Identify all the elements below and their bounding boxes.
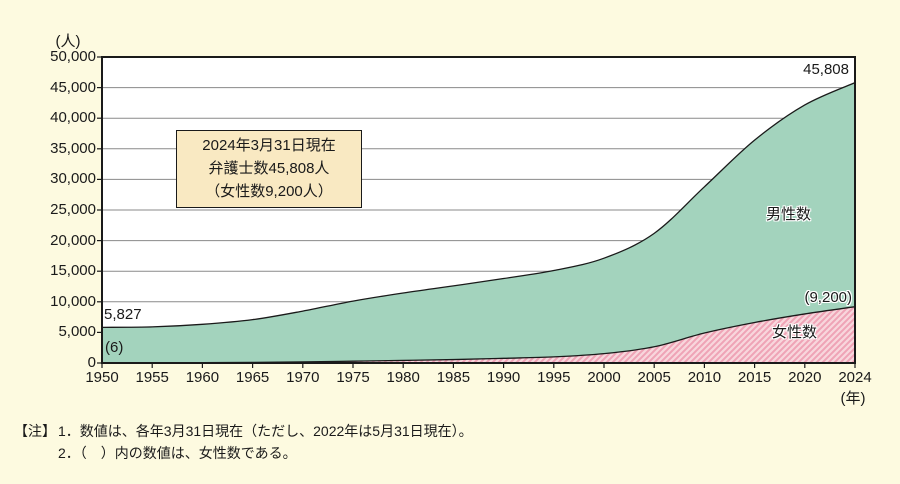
annotation-line-3: （女性数9,200人）	[205, 183, 333, 200]
annotation-line-2: 弁護士数45,808人	[208, 160, 330, 177]
note-line-1: 1．数値は、各年3月31日現在（ただし、2022年は5月31日現在）。	[58, 423, 473, 439]
male-count-area	[102, 82, 855, 364]
plot-border	[101, 56, 856, 364]
total-boundary-line	[101, 82, 856, 328]
notes-prefix: 【注】	[14, 423, 56, 439]
y-axis-tick-label: 45,000	[50, 78, 96, 96]
x-axis-unit-label: (年)	[840, 390, 866, 407]
y-axis-tick-label: 25,000	[50, 201, 96, 218]
x-axis-tick-label: 2005	[637, 369, 671, 386]
female-start-value-label: (6)	[105, 339, 124, 356]
x-axis-tick-label: 2000	[587, 369, 621, 386]
total-start-value-label: 5,827	[104, 306, 142, 323]
x-axis-tick-label: 1970	[286, 369, 320, 386]
y-axis-tick-label: 0	[87, 354, 96, 371]
y-axis-tick-label: 15,000	[50, 262, 96, 280]
y-axis-tick-label: 10,000	[50, 292, 96, 310]
y-axis-tick-label: 5,000	[58, 323, 96, 341]
note-line-2: 2．（ ）内の数値は、女性数である。	[58, 445, 297, 461]
total-end-value-label: 45,808	[803, 61, 849, 78]
annotation-box: 2024年3月31日現在 弁護士数45,808人 （女性数9,200人）	[176, 130, 362, 208]
female-count-area	[102, 306, 855, 363]
x-axis-tick-label: 2024	[838, 369, 872, 386]
x-axis-tick-label: 1950	[85, 369, 119, 386]
x-axis-tick-label: 2010	[687, 369, 722, 386]
y-axis-tick-label: 40,000	[50, 109, 96, 127]
y-axis-tick-label: 30,000	[50, 170, 96, 188]
x-axis-tick-label: 1955	[135, 369, 169, 386]
y-axis-tick-label: 35,000	[50, 139, 96, 157]
x-axis-tick-label: 1960	[185, 369, 220, 386]
x-axis-tick-label: 1995	[537, 369, 571, 386]
male-area-label: 男性数	[766, 206, 812, 223]
female-end-value-label: (9,200)	[804, 289, 852, 306]
lawyers-stacked-area-chart	[97, 56, 856, 368]
x-axis-tick-label: 1980	[386, 369, 420, 386]
x-axis-tick-label: 1965	[235, 369, 270, 386]
x-axis-tick-label: 1985	[436, 369, 471, 386]
x-axis-tick-label: 2015	[737, 369, 772, 386]
y-axis-unit-label: (人)	[55, 33, 81, 50]
female-area-label: 女性数	[772, 324, 818, 341]
x-axis-tick-label: 1990	[486, 369, 521, 386]
x-axis-tick-label: 1975	[336, 369, 370, 386]
y-axis-tick-label: 50,000	[50, 48, 96, 65]
y-axis-tick-label: 20,000	[50, 231, 96, 249]
x-axis-tick-label: 2020	[788, 369, 822, 386]
annotation-line-1: 2024年3月31日現在	[202, 137, 336, 154]
